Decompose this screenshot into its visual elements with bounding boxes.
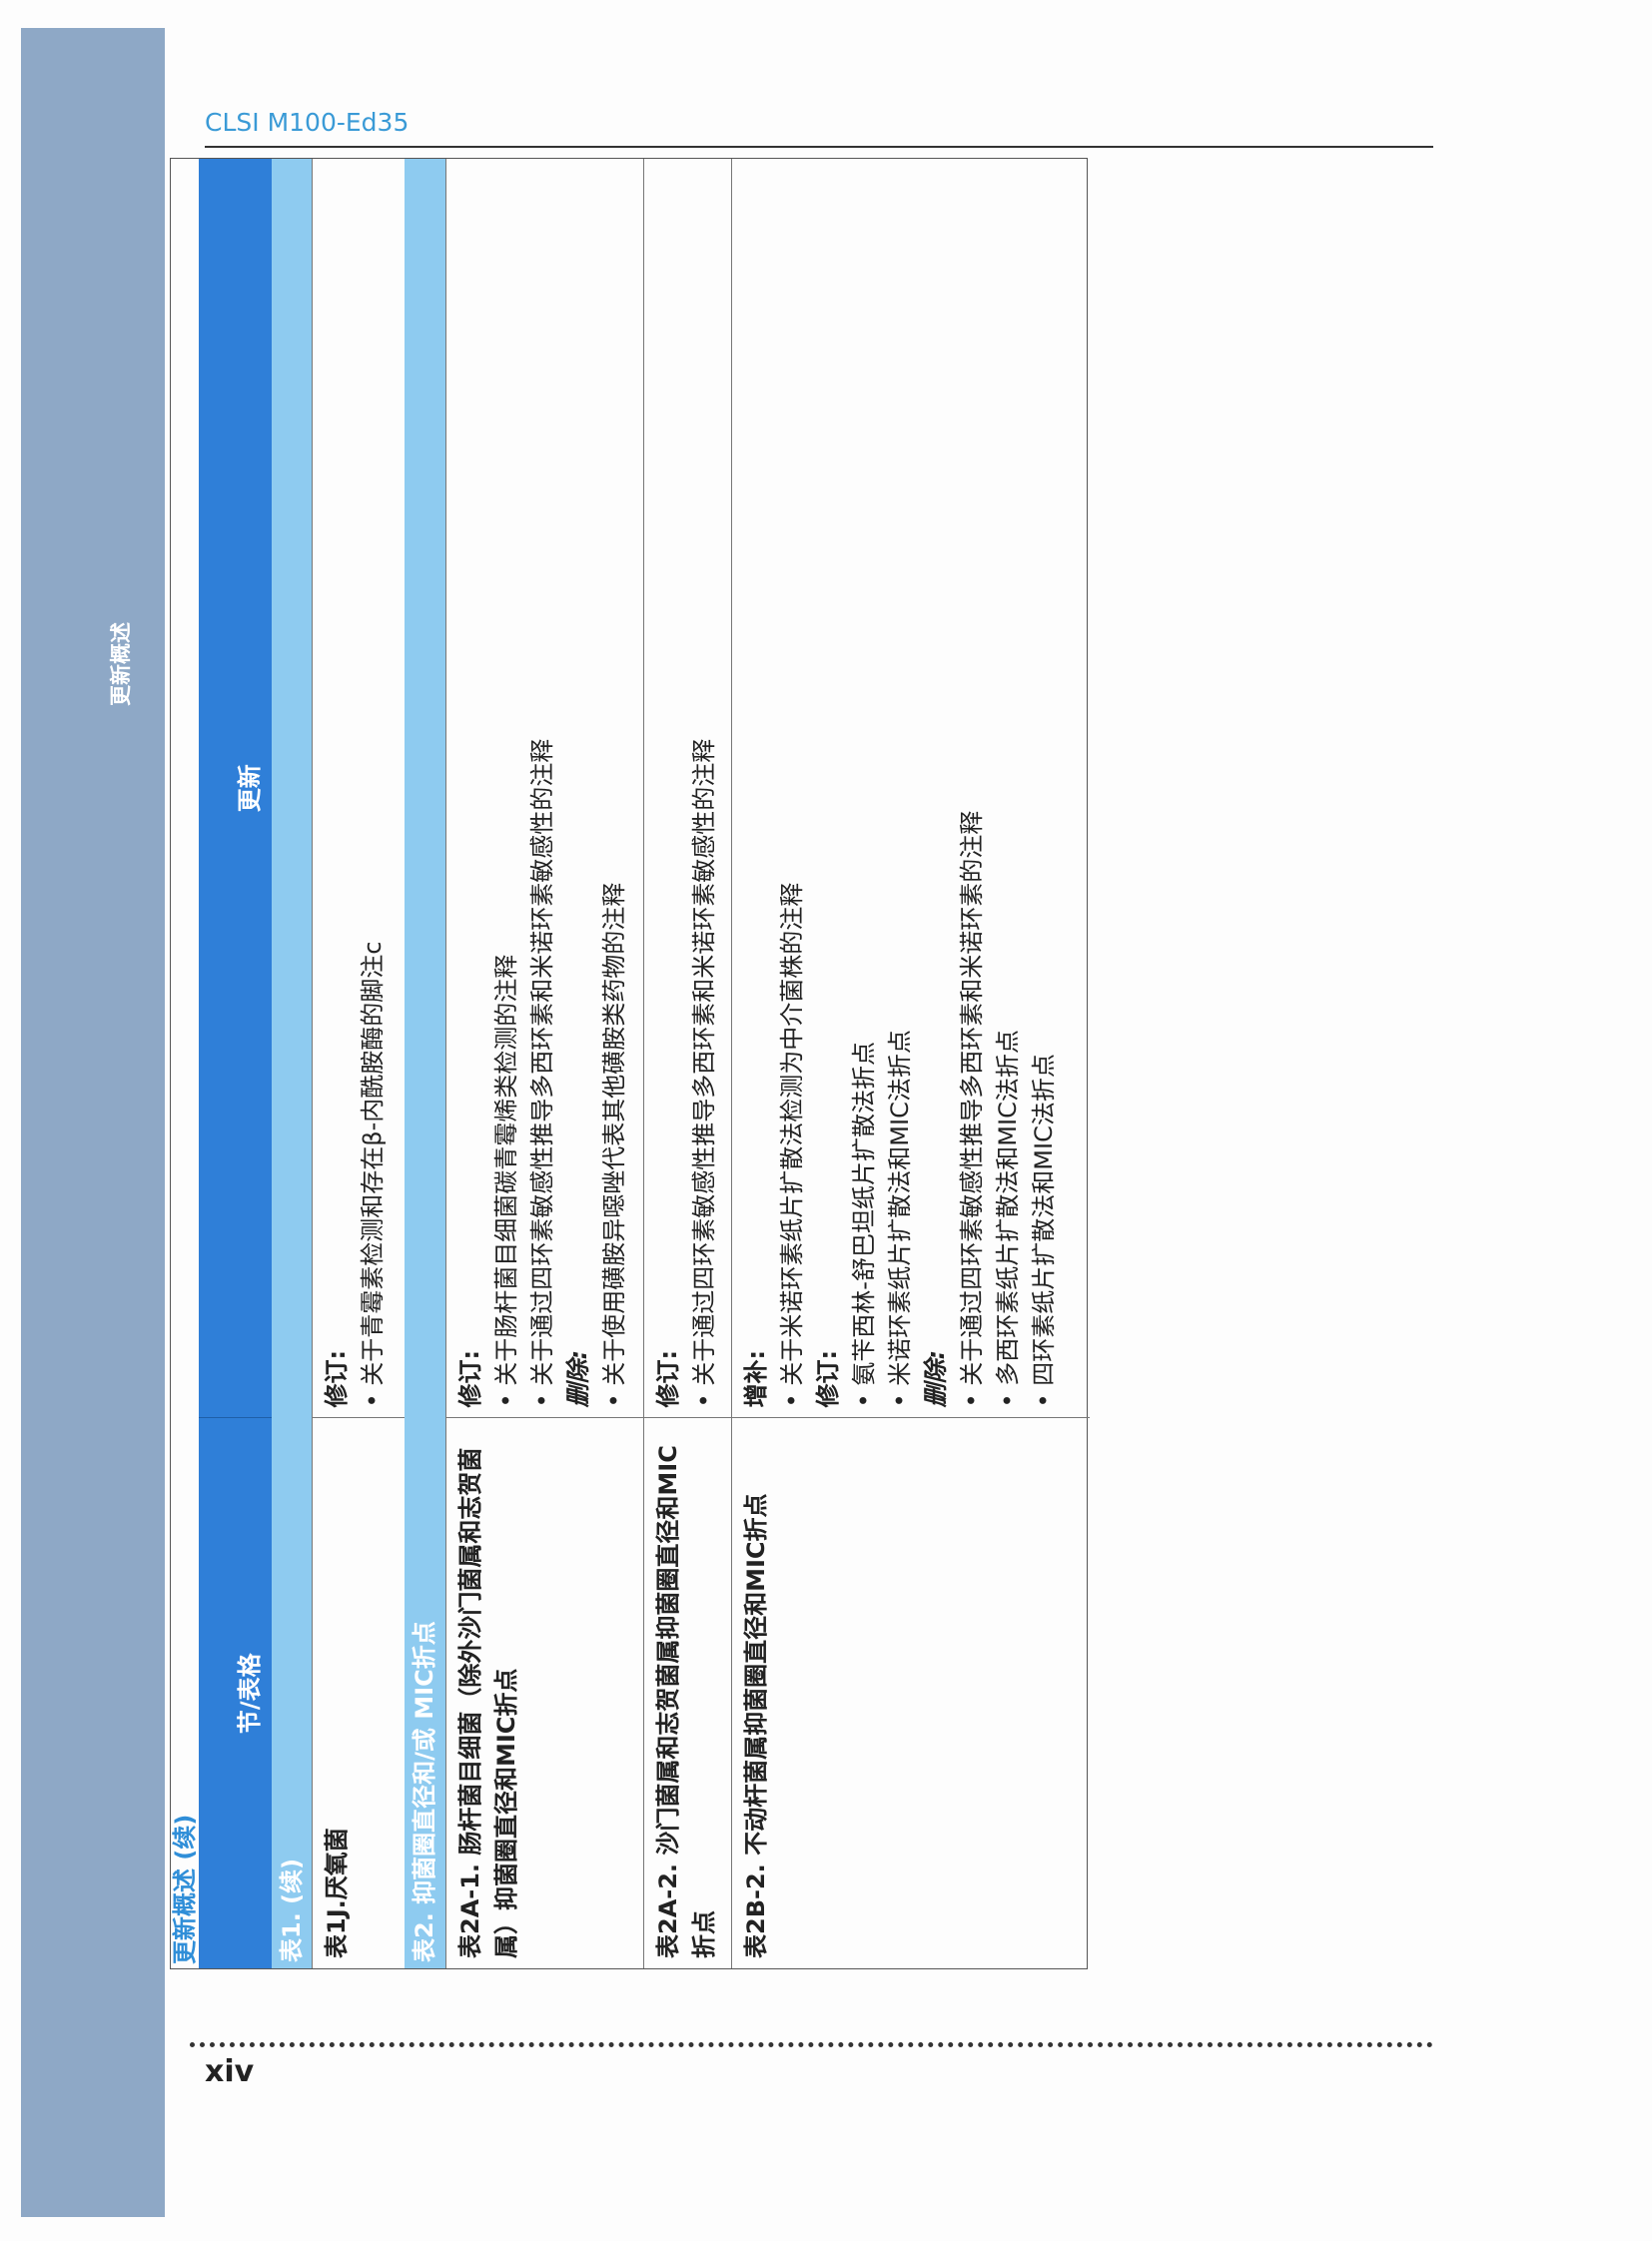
row-updates: 增补:关于米诺环素纸片扩散法检测为中介菌株的注释修订:氨苄西林-舒巴坦纸片扩散法… <box>731 159 1090 1418</box>
bullet-item: 关于青霉素检测和存在β-内酰胺酶的脚注c <box>355 169 391 1408</box>
table-row: 表2A-2. 沙门菌属和志贺菌属抑菌圈直径和MIC折点修订:关于通过四环素敏感性… <box>643 159 732 1968</box>
bullet-item: 关于米诺环素纸片扩散法检测为中介菌株的注释 <box>774 169 810 1408</box>
table-row: 表2B-2. 不动杆菌属抑菌圈直径和MIC折点增补:关于米诺环素纸片扩散法检测为… <box>731 159 1090 1968</box>
bullet-item: 四环素纸片扩散法和MIC法折点 <box>1026 169 1062 1408</box>
sidebar-label: 更新概述 <box>109 622 133 706</box>
bullet-item: 关于肠杆菌目细菌碳青霉烯类检测的注释 <box>488 169 524 1408</box>
bullet-item: 关于通过四环素敏感性推导多西环素和米诺环素敏感性的注释 <box>686 169 722 1408</box>
table-row: 表2A-1. 肠杆菌目细菌（除外沙门菌属和志贺菌属）抑菌圈直径和MIC折点 修订:… <box>445 159 644 1968</box>
bullet-item: 多西环素纸片扩散法和MIC法折点 <box>990 169 1026 1408</box>
sidebar <box>21 28 165 2217</box>
group-label: 修订: <box>456 1349 484 1408</box>
column-header: 节/表格 <box>199 1418 272 1968</box>
row-name: 表2B-2. 不动杆菌属抑菌圈直径和MIC折点 <box>731 1418 1090 1968</box>
row-updates: 修订:关于通过四环素敏感性推导多西环素和米诺环素敏感性的注释 <box>643 159 732 1418</box>
section-heading: 表2. 抑菌圈直径和/或 MIC折点 <box>404 159 446 1968</box>
group-label: 增补: <box>742 1349 770 1408</box>
bullet-item: 关于通过四环素敏感性推导多西环素和米诺环素的注释 <box>954 169 990 1408</box>
column-header: 更新 <box>199 159 272 1418</box>
group-label: 修订: <box>654 1349 682 1408</box>
table-title: 更新概述 (续) <box>171 1814 199 1964</box>
group-label: 修订: <box>814 1349 842 1408</box>
row-name: 表2A-1. 肠杆菌目细菌（除外沙门菌属和志贺菌属）抑菌圈直径和MIC折点 <box>445 1418 644 1968</box>
title-row: 更新概述 (续) <box>171 159 199 1968</box>
row-updates: 修订:关于肠杆菌目细菌碳青霉烯类检测的注释关于通过四环素敏感性推导多西环素和米诺… <box>445 159 644 1418</box>
section-row: 表1. (续) <box>272 159 313 1968</box>
bullet-item: 关于使用磺胺异噁唑代表其他磺胺类药物的注释 <box>596 169 632 1408</box>
bullet-item: 米诺环素纸片扩散法和MIC法折点 <box>882 169 918 1408</box>
group-label: 删除: <box>922 1349 950 1408</box>
group-label: 删除: <box>564 1349 592 1408</box>
row-name: 表2A-2. 沙门菌属和志贺菌属抑菌圈直径和MIC折点 <box>643 1418 732 1968</box>
row-updates: 修订:关于青霉素检测和存在β-内酰胺酶的脚注c <box>312 159 405 1418</box>
header-row: 节/表格 更新 <box>199 159 272 1968</box>
row-name: 表1J.厌氧菌 <box>312 1418 405 1968</box>
running-title: CLSI M100-Ed35 <box>205 108 410 137</box>
group-label: 修订: <box>323 1349 351 1408</box>
page-number: xiv <box>205 2054 255 2089</box>
header-rule <box>205 146 1433 148</box>
bullet-item: 氨苄西林-舒巴坦纸片扩散法折点 <box>846 169 882 1408</box>
bullet-item: 关于通过四环素敏感性推导多西环素和米诺环素敏感性的注释 <box>524 169 560 1408</box>
footer-dots <box>190 2042 1433 2047</box>
section-row: 表2. 抑菌圈直径和/或 MIC折点 <box>404 159 446 1968</box>
section-heading: 表1. (续) <box>272 159 313 1968</box>
